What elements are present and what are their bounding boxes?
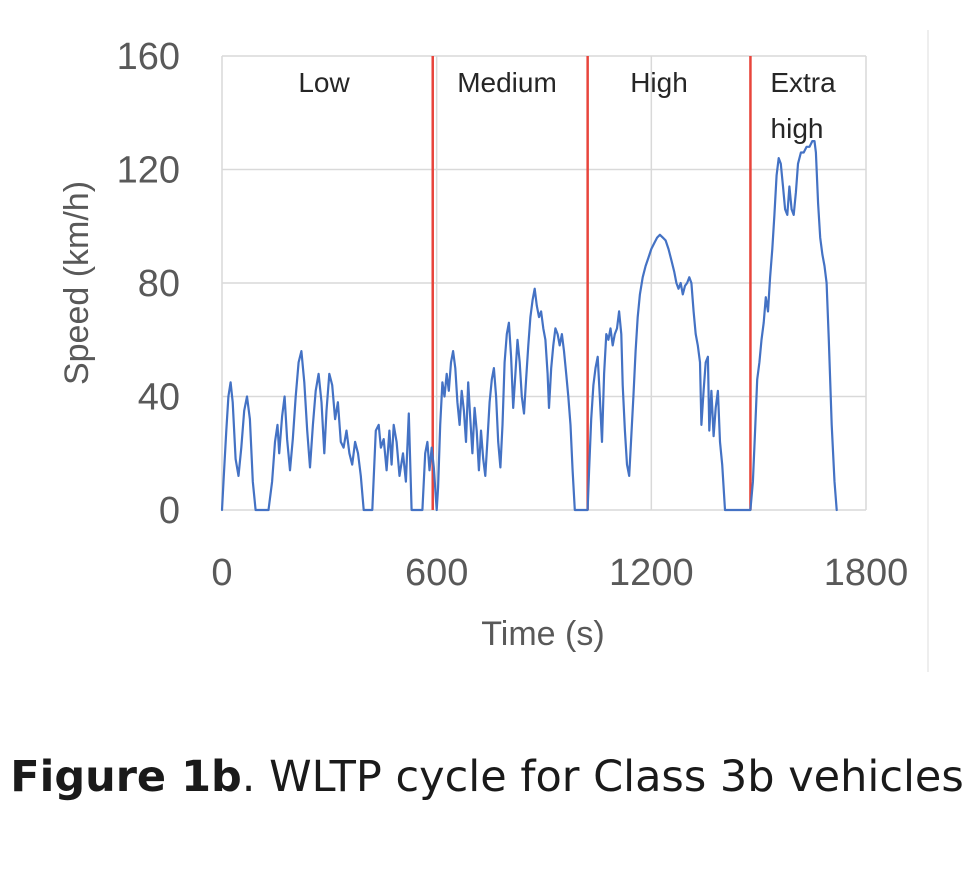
- y-tick-label: 80: [138, 263, 180, 305]
- phase-dividers: [431, 56, 752, 510]
- speed-series-line: [220, 140, 838, 512]
- caption-text: . WLTP cycle for Class 3b vehicles: [241, 752, 964, 802]
- phase-label: High: [630, 67, 688, 98]
- phase-label: Extra: [770, 67, 836, 98]
- phase-labels: Low Medium High Extra high: [298, 67, 836, 144]
- y-tick-label: 160: [117, 36, 180, 78]
- caption-bold: Figure 1b: [10, 752, 242, 802]
- y-axis-title: Speed (km/h): [58, 181, 96, 385]
- phase-label: Low: [298, 67, 350, 98]
- phase-label: Medium: [457, 67, 557, 98]
- figure-caption: Figure 1b. WLTP cycle for Class 3b vehic…: [0, 748, 974, 806]
- wltp-chart: 0 40 80 120 160 0 600 1200 1800 Low Medium High Ext…: [58, 30, 929, 672]
- x-tick-label: 1200: [609, 552, 694, 594]
- series-layer: [220, 140, 838, 512]
- gridlines: [221, 55, 867, 511]
- x-tick-label: 1800: [824, 552, 909, 594]
- y-tick-label: 40: [138, 377, 180, 419]
- phase-label: high: [771, 113, 824, 144]
- x-tick-label: 0: [211, 552, 232, 594]
- y-tick-label: 120: [117, 150, 180, 192]
- x-axis-title: Time (s): [481, 615, 604, 653]
- x-tick-label: 600: [405, 552, 468, 594]
- tick-labels: 0 40 80 120 160 0 600 1200 1800: [117, 36, 909, 594]
- y-tick-label: 0: [159, 490, 180, 532]
